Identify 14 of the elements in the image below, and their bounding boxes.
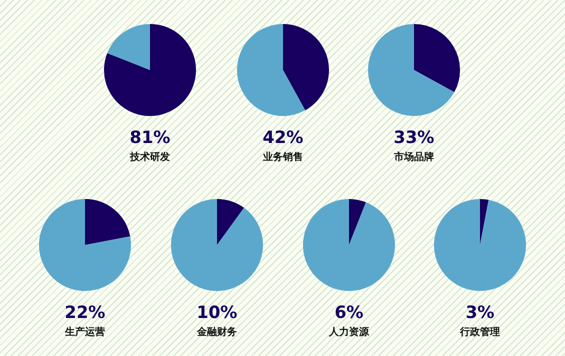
text: 金融财务 [196, 326, 238, 340]
text: 市场品牌 [393, 151, 435, 165]
text: 生产运营 [64, 326, 106, 340]
text: 42% [262, 128, 304, 148]
text: 81% [128, 128, 172, 148]
text: 行政管理 [458, 326, 501, 340]
text: 3% [464, 303, 496, 323]
text: 业务销售 [262, 151, 304, 165]
text: 33% [392, 128, 436, 148]
text: 6% [334, 303, 364, 323]
text: 10% [196, 303, 238, 323]
text: 技术研发 [128, 151, 171, 165]
text: 22% [64, 303, 106, 323]
text: 人力资源 [328, 326, 370, 340]
